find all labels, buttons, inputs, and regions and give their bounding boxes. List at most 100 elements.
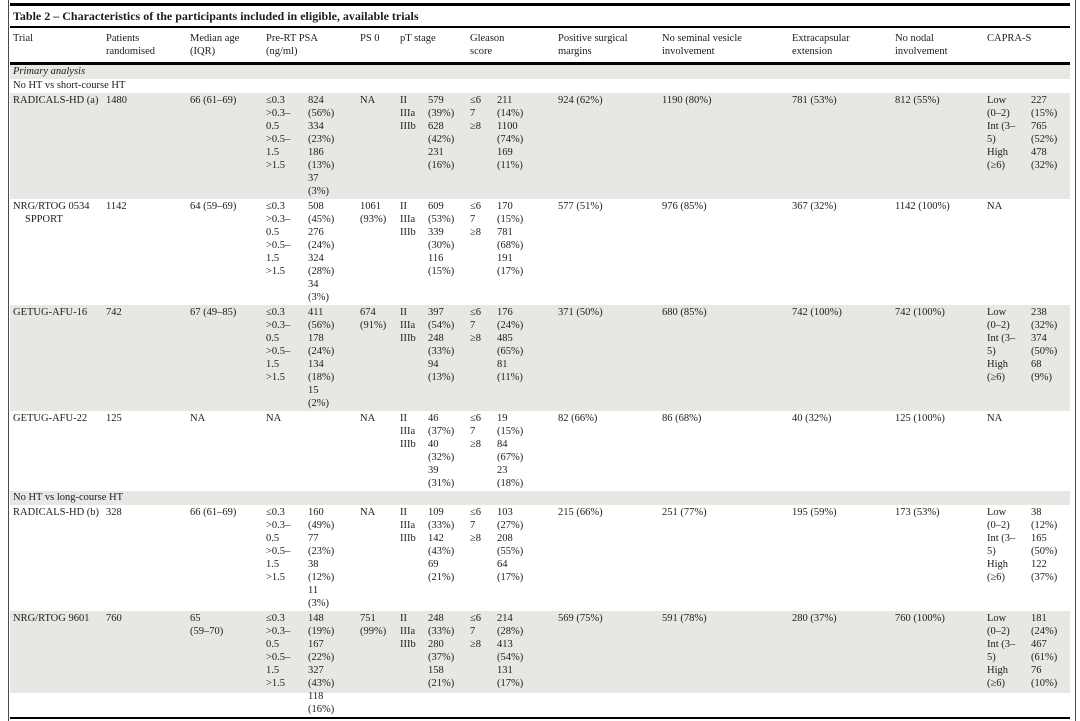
- cell-pt: II IIIa IIIb 397 (54%) 248 (33%) 94 (13%): [400, 306, 470, 410]
- gleason-values: 19 (15%) 84 (67%) 23 (18%): [497, 413, 524, 489]
- cell-positive-surgical-margins: 924 (62%): [558, 95, 603, 106]
- cell-pt: II IIIa IIIb 609 (53%) 339 (30%) 116 (15%…: [400, 200, 470, 304]
- capra-categories: Low (0–2) Int (3– 5) High (≥6): [987, 307, 1016, 383]
- cell-capra: Low (0–2) Int (3– 5) High (≥6) 38 (12%) 1…: [987, 506, 1070, 610]
- gleason-categories: ≤6 7 ≥8: [470, 613, 482, 650]
- cell-extracapsular-extension: 367 (32%): [792, 201, 837, 212]
- column-header-median-age: Median age (IQR): [190, 33, 240, 57]
- gleason-values: 214 (28%) 413 (54%) 131 (17%): [497, 613, 524, 689]
- pt-categories: II IIIa IIIb: [400, 95, 416, 132]
- trial-row: RADICALS-HD (a) 1480 66 (61–69) ≤0.3 >0.3– …: [10, 93, 1070, 199]
- capra-values: 227 (15%) 765 (52%) 478 (32%): [1031, 95, 1058, 171]
- psa-values: 824 (56%) 334 (23%) 186 (13%) 37 (3%): [308, 95, 335, 197]
- column-header-capra-s: CAPRA-S: [987, 33, 1032, 44]
- capra-values: 181 (24%) 467 (61%) 76 (10%): [1031, 613, 1058, 689]
- header-bottom-rule: [10, 62, 1070, 65]
- cell-patients-randomised: 125: [106, 413, 122, 424]
- cell-ps0: 1061 (93%): [360, 201, 387, 225]
- cell-positive-surgical-margins: 577 (51%): [558, 201, 603, 212]
- table-body: Primary analysis No HT vs short-course HT…: [10, 65, 1070, 717]
- column-header-no-seminal-vesicle-involvement: No seminal vesicle involvement: [662, 33, 742, 57]
- table-frame: Table 2 – Characteristics of the partici…: [10, 3, 1070, 717]
- psa-categories: ≤0.3 >0.3– 0.5 >0.5– 1.5 >1.5: [266, 201, 291, 277]
- cell-no-seminal-vesicle-involvement: 86 (68%): [662, 413, 702, 424]
- cell-ps0: NA: [360, 95, 376, 106]
- cell-ps0: 751 (99%): [360, 613, 387, 637]
- cell-pt: II IIIa IIIb 248 (33%) 280 (37%) 158 (21%…: [400, 612, 470, 716]
- cell-positive-surgical-margins: 371 (50%): [558, 307, 603, 318]
- psa-categories: NA: [266, 413, 282, 424]
- pt-values: 109 (33%) 142 (43%) 69 (21%): [428, 507, 455, 583]
- psa-categories: ≤0.3 >0.3– 0.5 >0.5– 1.5 >1.5: [266, 613, 291, 689]
- cell-median-age: 64 (59–69): [190, 201, 237, 212]
- gleason-values: 211 (14%) 1100 (74%) 169 (11%): [497, 95, 524, 171]
- cell-no-nodal-involvement: 125 (100%): [895, 413, 945, 424]
- capra-categories: Low (0–2) Int (3– 5) High (≥6): [987, 95, 1016, 171]
- cell-no-nodal-involvement: 173 (53%): [895, 507, 940, 518]
- gleason-categories: ≤6 7 ≥8: [470, 307, 482, 344]
- cell-trial-name: GETUG-AFU-16: [13, 307, 88, 318]
- cell-patients-randomised: 1480: [106, 95, 127, 106]
- cell-ps0: NA: [360, 507, 376, 518]
- cell-gleason: ≤6 7 ≥8 176 (24%) 485 (65%) 81 (11%): [470, 306, 558, 410]
- gleason-values: 176 (24%) 485 (65%) 81 (11%): [497, 307, 524, 383]
- gleason-categories: ≤6 7 ≥8: [470, 201, 482, 238]
- cell-trial-name: RADICALS-HD (b): [13, 507, 100, 518]
- cell-extracapsular-extension: 195 (59%): [792, 507, 837, 518]
- cell-median-age: 66 (61–69): [190, 507, 237, 518]
- column-header-extracapsular-extension: Extracapsular extension: [792, 33, 850, 57]
- cell-positive-surgical-margins: 82 (66%): [558, 413, 598, 424]
- cell-no-seminal-vesicle-involvement: 1190 (80%): [662, 95, 712, 106]
- cell-capra: NA: [987, 200, 1070, 304]
- psa-values: 148 (19%) 167 (22%) 327 (43%) 118 (16%): [308, 613, 335, 715]
- cell-capra: Low (0–2) Int (3– 5) High (≥6) 227 (15%) …: [987, 94, 1070, 198]
- capra-values: 38 (12%) 165 (50%) 122 (37%): [1031, 507, 1058, 583]
- cell-no-seminal-vesicle-involvement: 591 (78%): [662, 613, 707, 624]
- capra-categories: NA: [987, 413, 1003, 424]
- psa-values: 508 (45%) 276 (24%) 324 (28%) 34 (3%): [308, 201, 335, 303]
- gleason-categories: ≤6 7 ≥8: [470, 95, 482, 132]
- capra-categories: Low (0–2) Int (3– 5) High (≥6): [987, 507, 1016, 583]
- pt-values: 579 (39%) 628 (42%) 231 (16%): [428, 95, 455, 171]
- cell-psa: ≤0.3 >0.3– 0.5 >0.5– 1.5 >1.5 824 (56%) 3…: [266, 94, 360, 198]
- cell-psa: NA: [266, 412, 360, 490]
- pt-categories: II IIIa IIIb: [400, 201, 416, 238]
- psa-values: 160 (49%) 77 (23%) 38 (12%) 11 (3%): [308, 507, 335, 609]
- cell-capra: Low (0–2) Int (3– 5) High (≥6) 238 (32%) …: [987, 306, 1070, 410]
- pt-categories: II IIIa IIIb: [400, 507, 416, 544]
- trial-row: NRG/RTOG 9601 760 65 (59–70) ≤0.3 >0.3– 0.5…: [10, 611, 1070, 717]
- column-header-pt-stage: pT stage: [400, 33, 436, 44]
- section-row: Primary analysis: [10, 65, 1070, 79]
- cell-patients-randomised: 1142: [106, 201, 127, 212]
- gleason-values: 170 (15%) 781 (68%) 191 (17%): [497, 201, 524, 277]
- page-right-border: [1075, 0, 1076, 721]
- cell-extracapsular-extension: 781 (53%): [792, 95, 837, 106]
- cell-gleason: ≤6 7 ≥8 211 (14%) 1100 (74%) 169 (11%): [470, 94, 558, 198]
- cell-psa: ≤0.3 >0.3– 0.5 >0.5– 1.5 >1.5 160 (49%) 7…: [266, 506, 360, 610]
- cell-ps0: 674 (91%): [360, 307, 387, 331]
- cell-extracapsular-extension: 40 (32%): [792, 413, 832, 424]
- cell-gleason: ≤6 7 ≥8 214 (28%) 413 (54%) 131 (17%): [470, 612, 558, 716]
- pt-categories: II IIIa IIIb: [400, 613, 416, 650]
- column-header-positive-surgical-margins: Positive surgical margins: [558, 33, 628, 57]
- cell-psa: ≤0.3 >0.3– 0.5 >0.5– 1.5 >1.5 508 (45%) 2…: [266, 200, 360, 304]
- column-header-ps0: PS 0: [360, 33, 380, 44]
- gleason-categories: ≤6 7 ≥8: [470, 507, 482, 544]
- section-row: No HT vs short-course HT: [13, 80, 126, 91]
- trial-row: GETUG-AFU-22 125 NA NA NA II IIIa IIIb 46 (37%…: [10, 411, 1070, 491]
- psa-categories: ≤0.3 >0.3– 0.5 >0.5– 1.5 >1.5: [266, 95, 291, 171]
- cell-capra: NA: [987, 412, 1070, 490]
- cell-capra: Low (0–2) Int (3– 5) High (≥6) 181 (24%) …: [987, 612, 1070, 716]
- cell-pt: II IIIa IIIb 46 (37%) 40 (32%) 39 (31%): [400, 412, 470, 490]
- cell-gleason: ≤6 7 ≥8 170 (15%) 781 (68%) 191 (17%): [470, 200, 558, 304]
- cell-no-nodal-involvement: 1142 (100%): [895, 201, 950, 212]
- gleason-categories: ≤6 7 ≥8: [470, 413, 482, 450]
- pt-categories: II IIIa IIIb: [400, 413, 416, 450]
- capra-values: 238 (32%) 374 (50%) 68 (9%): [1031, 307, 1058, 383]
- cell-positive-surgical-margins: 569 (75%): [558, 613, 603, 624]
- page-left-border: [8, 0, 9, 721]
- cell-no-nodal-involvement: 760 (100%): [895, 613, 945, 624]
- column-header-pre-rt-psa: Pre-RT PSA (ng/ml): [266, 33, 318, 57]
- cell-extracapsular-extension: 280 (37%): [792, 613, 837, 624]
